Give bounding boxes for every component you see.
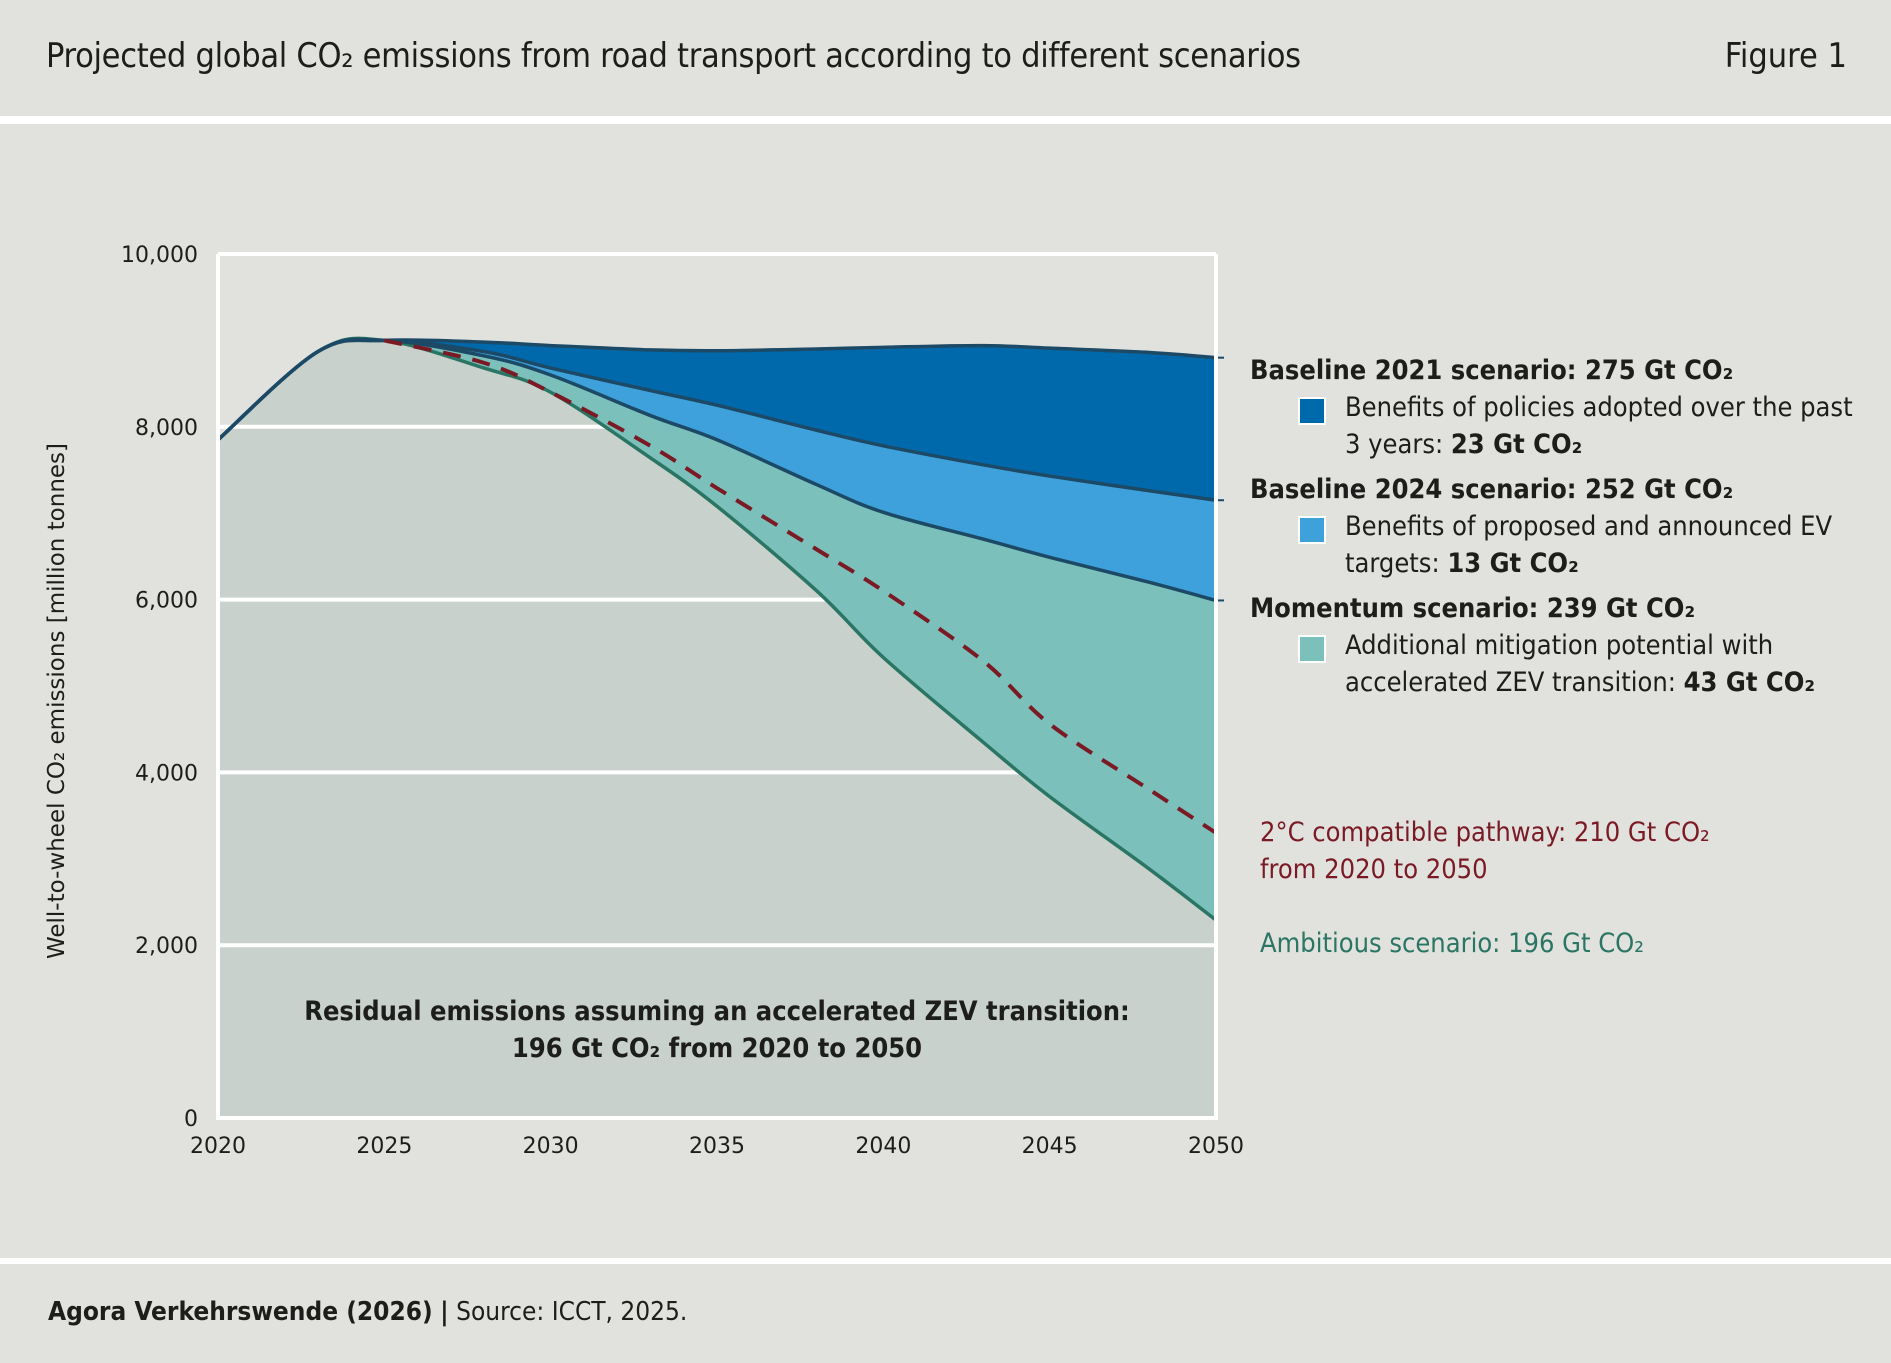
x-tick-label: 2040 [855,1134,911,1159]
residual-emissions-area [218,338,1216,1119]
legend-2c-line-1: 2°C compatible pathway: 210 Gt CO₂ [1260,817,1710,848]
legend-2c-line-2: from 2020 to 2050 [1260,854,1488,885]
line-baseline-2021-scenario [216,338,1217,442]
legend-2c-pathway: 2°C compatible pathway: 210 Gt CO₂ from … [1260,814,1710,888]
legend-item-ev-targets-text: Benefits of proposed and announced EV ta… [1345,511,1833,579]
residual-line-2: 196 Gt CO₂ from 2020 to 2050 [511,1033,923,1064]
x-tick-label: 2045 [1022,1134,1078,1159]
legend-baseline-2021-head: Baseline 2021 scenario: 275 Gt CO₂ [1250,355,1734,386]
legend-item-zev-text: Additional mitigation potential with acc… [1345,630,1774,698]
footer-organization: Agora Verkehrswende (2026) [48,1297,433,1327]
y-tick-label: 10,000 [121,243,198,268]
residual-line-1: Residual emissions assuming an accelerat… [304,996,1130,1027]
x-tick-label: 2030 [523,1134,579,1159]
legend-momentum-head: Momentum scenario: 239 Gt CO₂ [1250,593,1696,624]
x-tick-label: 2050 [1188,1134,1244,1159]
y-axis-label: Well-to-wheel CO₂ emissions [million ton… [44,443,70,959]
header-divider [0,116,1891,124]
legend-swatch-light-blue [1298,516,1326,544]
y-tick-label: 6,000 [135,589,198,614]
legend: Baseline 2021 scenario: 275 Gt CO₂ Benef… [1250,352,1870,709]
y-tick-label: 0 [184,1107,198,1132]
x-tick-label: 2035 [689,1134,745,1159]
legend-swatch-teal [1298,635,1326,663]
y-tick-label: 2,000 [135,934,198,959]
footer: Agora Verkehrswende (2026) | Source: ICC… [48,1297,687,1327]
legend-item-policies-text: Benefits of policies adopted over the pa… [1345,392,1853,460]
band-accelerated-zev [218,338,1216,921]
legend-ambitious: Ambitious scenario: 196 Gt CO₂ [1260,928,1645,959]
legend-item-ev-targets-value: 13 Gt CO₂ [1447,548,1579,579]
x-tick-label: 2020 [190,1134,246,1159]
legend-baseline-2024-head: Baseline 2024 scenario: 252 Gt CO₂ [1250,474,1734,505]
figure-label: Figure 1 [1724,36,1847,76]
footer-separator: | [440,1297,449,1327]
y-tick-label: 8,000 [135,416,198,441]
legend-item-zev-value: 43 Gt CO₂ [1683,667,1816,698]
line-2c-compatible-pathway [383,338,1218,835]
x-tick-label: 2025 [356,1134,412,1159]
chart-title: Projected global CO₂ emissions from road… [46,36,1301,76]
legend-swatch-dark-blue [1298,397,1326,425]
y-tick-label: 4,000 [135,761,198,786]
legend-item-zev: Additional mitigation potential with acc… [1250,627,1870,701]
legend-item-policies: Benefits of policies adopted over the pa… [1250,389,1870,463]
residual-annotation: Residual emissions assuming an accelerat… [218,993,1216,1067]
footer-source: Source: ICCT, 2025. [456,1297,688,1327]
legend-item-policies-value: 23 Gt CO₂ [1450,429,1583,460]
legend-item-ev-targets: Benefits of proposed and announced EV ta… [1250,508,1870,582]
footer-divider [0,1258,1891,1264]
